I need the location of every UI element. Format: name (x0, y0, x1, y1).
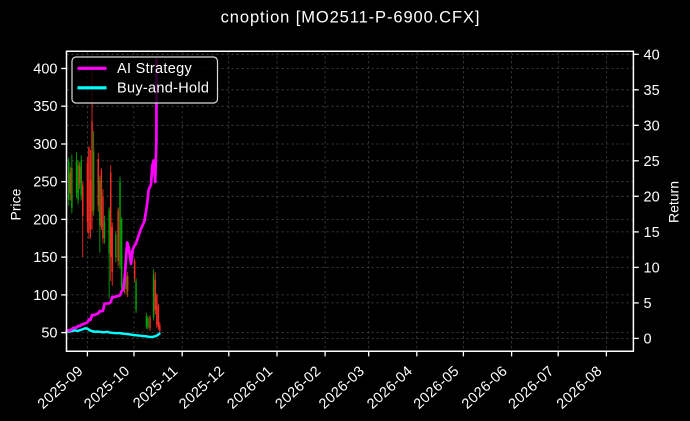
svg-text:Price: Price (8, 188, 24, 220)
svg-text:5: 5 (644, 296, 652, 312)
svg-text:AI Strategy: AI Strategy (117, 61, 192, 77)
svg-text:10: 10 (644, 260, 660, 276)
svg-text:200: 200 (33, 212, 57, 228)
svg-text:350: 350 (33, 99, 57, 115)
svg-text:400: 400 (33, 62, 57, 78)
svg-text:Return: Return (666, 181, 682, 223)
svg-text:15: 15 (644, 225, 660, 241)
svg-text:cnoption [MO2511-P-6900.CFX]: cnoption [MO2511-P-6900.CFX] (221, 9, 481, 27)
svg-text:40: 40 (644, 47, 660, 63)
svg-text:100: 100 (33, 288, 57, 304)
svg-text:Buy-and-Hold: Buy-and-Hold (117, 81, 209, 97)
svg-text:25: 25 (644, 154, 660, 170)
svg-text:35: 35 (644, 83, 660, 99)
svg-text:30: 30 (644, 118, 660, 134)
svg-text:250: 250 (33, 175, 57, 191)
svg-text:300: 300 (33, 137, 57, 153)
svg-text:0: 0 (644, 331, 652, 347)
svg-text:20: 20 (644, 189, 660, 205)
svg-text:50: 50 (41, 326, 57, 342)
svg-text:150: 150 (33, 250, 57, 266)
